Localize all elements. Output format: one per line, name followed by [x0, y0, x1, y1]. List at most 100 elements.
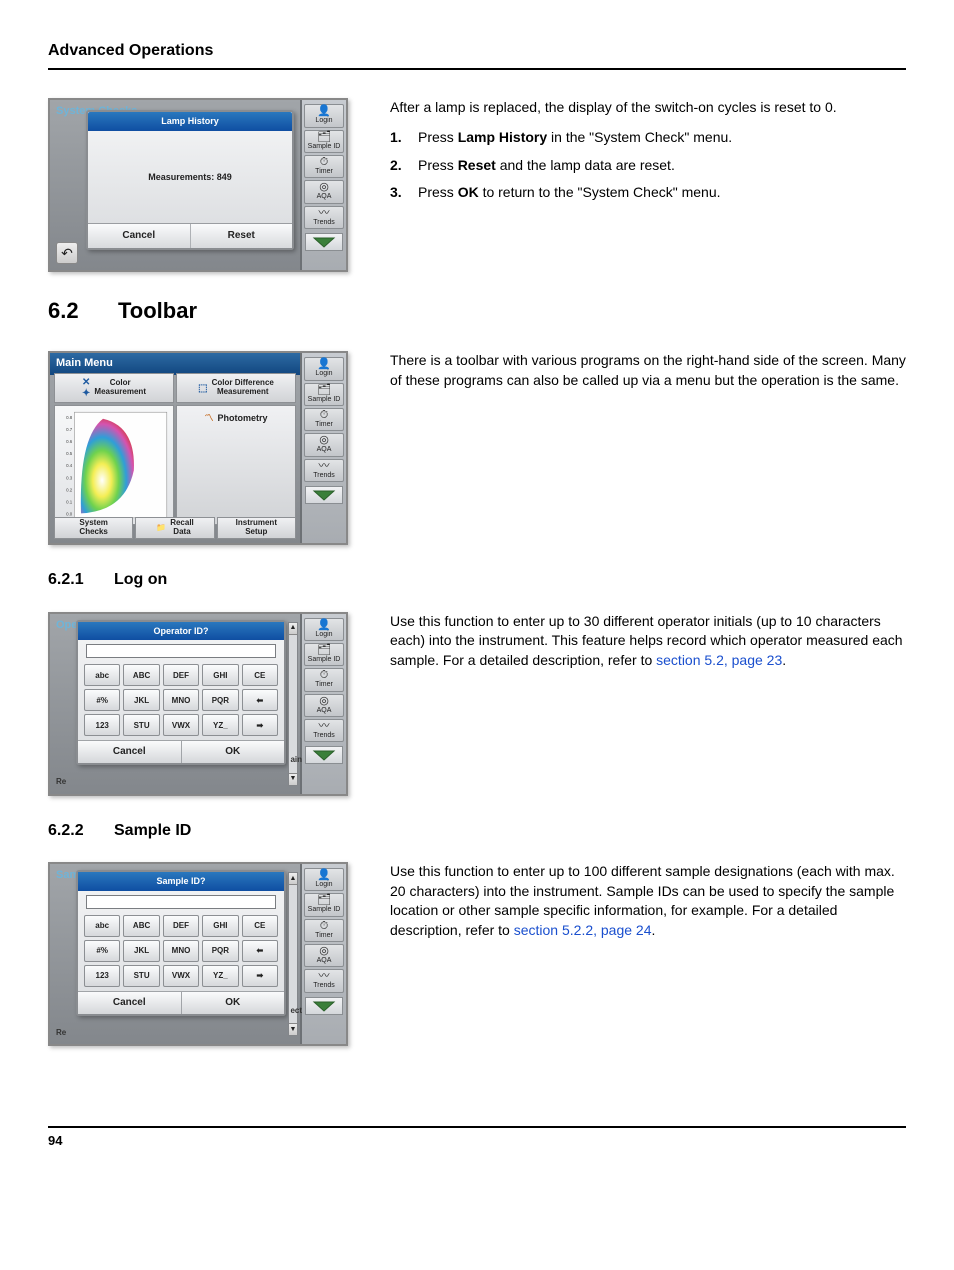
toolbar-aqa[interactable]: ◎AQA	[304, 433, 344, 456]
lamp-panel-title: Lamp History	[88, 112, 292, 131]
lamp-step: 3.Press OK to return to the "System Chec…	[390, 183, 906, 203]
toolbar-sample-id[interactable]: 🗂Sample ID	[304, 383, 344, 406]
toolbar-aqa[interactable]: ◎AQA	[304, 180, 344, 203]
key-symsym[interactable]: #%	[84, 940, 120, 962]
scroll-up-icon[interactable]: ▲	[289, 623, 297, 635]
operator-id-screenshot: Operator ID Operator ID? abcABCDEFGHICE#…	[48, 612, 348, 796]
toolbar-login[interactable]: 👤Login	[304, 618, 344, 641]
key-sym[interactable]: ⬅	[242, 940, 278, 962]
toolbar-down-arrow[interactable]	[305, 486, 343, 504]
lamp-reset-button[interactable]: Reset	[191, 224, 293, 248]
lamp-history-panel: Lamp History Measurements: 849 Cancel Re…	[86, 110, 294, 250]
back-icon[interactable]: ↶	[56, 242, 78, 264]
scroll-down-icon[interactable]: ▼	[289, 1023, 297, 1035]
key-CE[interactable]: CE	[242, 915, 278, 937]
key-YZ_[interactable]: YZ_	[202, 714, 238, 736]
key-GHI[interactable]: GHI	[202, 915, 238, 937]
sample-ok-button[interactable]: OK	[182, 992, 285, 1014]
subsection-logon-heading: 6.2.1Log on	[48, 569, 906, 591]
color-diff-label: Color Difference Measurement	[212, 379, 274, 397]
toolbar-aqa[interactable]: ◎AQA	[304, 694, 344, 717]
key-CE[interactable]: CE	[242, 664, 278, 686]
toolbar-trends[interactable]: 〰Trends	[304, 969, 344, 992]
sampleid-row: Sample ID Sample ID? abcABCDEFGHICE#%JKL…	[48, 862, 906, 1046]
sampleid-link[interactable]: section 5.2.2, page 24	[514, 922, 652, 938]
scroll-up-icon[interactable]: ▲	[289, 873, 297, 885]
key-DEF[interactable]: DEF	[163, 915, 199, 937]
operator-cancel-button[interactable]: Cancel	[78, 741, 182, 763]
key-sym[interactable]: ➡	[242, 965, 278, 987]
recall-data-tile[interactable]: 📁Recall Data	[135, 517, 214, 539]
system-checks-tile[interactable]: System Checks	[54, 517, 133, 539]
sample-corner: Re	[56, 1027, 66, 1038]
key-DEF[interactable]: DEF	[163, 664, 199, 686]
key-PQR[interactable]: PQR	[202, 689, 238, 711]
key-ABC[interactable]: ABC	[123, 915, 159, 937]
mainmenu-screenshot: Main Menu ✕✦ Color Measurement ⬚ Color D…	[48, 351, 348, 545]
key-sym[interactable]: ⬅	[242, 689, 278, 711]
key-YZ_[interactable]: YZ_	[202, 965, 238, 987]
lamp-cancel-button[interactable]: Cancel	[88, 224, 191, 248]
toolbar-timer[interactable]: ⏱Timer	[304, 408, 344, 431]
toolbar-timer[interactable]: ⏱Timer	[304, 668, 344, 691]
svg-text:0.6: 0.6	[66, 439, 73, 444]
key-GHI[interactable]: GHI	[202, 664, 238, 686]
key-ABC[interactable]: ABC	[123, 664, 159, 686]
toolbar-down-arrow[interactable]	[305, 997, 343, 1015]
key-STU[interactable]: STU	[123, 965, 159, 987]
sample-input[interactable]	[86, 895, 276, 909]
toolbar-timer[interactable]: ⏱Timer	[304, 919, 344, 942]
key-PQR[interactable]: PQR	[202, 940, 238, 962]
svg-text:0.0: 0.0	[66, 512, 73, 517]
section-toolbar-heading: 6.2Toolbar	[48, 296, 906, 327]
key-symsym[interactable]: #%	[84, 689, 120, 711]
color-measurement-tile[interactable]: ✕✦ Color Measurement	[54, 373, 174, 403]
operator-corner: Re	[56, 776, 66, 787]
toolbar-sample-id[interactable]: 🗂Sample ID	[304, 643, 344, 666]
toolbar-down-arrow[interactable]	[305, 233, 343, 251]
sampleid-title: Sample ID	[114, 822, 191, 839]
toolbar-login[interactable]: 👤Login	[304, 104, 344, 127]
key-abc[interactable]: abc	[84, 664, 120, 686]
lamp-steps-list: 1.Press Lamp History in the "System Chec…	[390, 128, 906, 203]
key-JKL[interactable]: JKL	[123, 689, 159, 711]
toolbar-down-arrow[interactable]	[305, 746, 343, 764]
key-sym[interactable]: ➡	[242, 714, 278, 736]
mainmenu-title: Main Menu	[50, 353, 300, 374]
sample-panel-title: Sample ID?	[78, 872, 284, 891]
toolbar-sample-id[interactable]: 🗂Sample ID	[304, 130, 344, 153]
color-diff-tile[interactable]: ⬚ Color Difference Measurement	[176, 373, 296, 403]
toolbar-trends[interactable]: 〰Trends	[304, 459, 344, 482]
logon-link[interactable]: section 5.2, page 23	[656, 652, 782, 668]
key-123[interactable]: 123	[84, 965, 120, 987]
color-gamut-chart: 0.80.70.6 0.50.40.3 0.20.10.0	[54, 405, 174, 525]
toolbar-login[interactable]: 👤Login	[304, 357, 344, 380]
toolbar-trends[interactable]: 〰Trends	[304, 719, 344, 742]
operator-ok-button[interactable]: OK	[182, 741, 285, 763]
toolbar-sample-id[interactable]: 🗂Sample ID	[304, 893, 344, 916]
key-MNO[interactable]: MNO	[163, 940, 199, 962]
key-MNO[interactable]: MNO	[163, 689, 199, 711]
sample-cancel-button[interactable]: Cancel	[78, 992, 182, 1014]
operator-input[interactable]	[86, 644, 276, 658]
key-STU[interactable]: STU	[123, 714, 159, 736]
lamp-history-row: System Checks Lamp History Measurements:…	[48, 98, 906, 272]
logon-text: Use this function to enter up to 30 diff…	[390, 612, 906, 671]
key-123[interactable]: 123	[84, 714, 120, 736]
toolbar-aqa[interactable]: ◎AQA	[304, 944, 344, 967]
lamp-step: 1.Press Lamp History in the "System Chec…	[390, 128, 906, 148]
key-abc[interactable]: abc	[84, 915, 120, 937]
page-number: 94	[48, 1133, 62, 1148]
toolbar-trends[interactable]: 〰Trends	[304, 206, 344, 229]
toolbar-timer[interactable]: ⏱Timer	[304, 155, 344, 178]
svg-text:0.1: 0.1	[66, 500, 73, 505]
scroll-down-icon[interactable]: ▼	[289, 773, 297, 785]
lamp-step: 2.Press Reset and the lamp data are rese…	[390, 156, 906, 176]
operator-panel: Operator ID? abcABCDEFGHICE#%JKLMNOPQR⬅1…	[76, 620, 286, 766]
instrument-setup-tile[interactable]: Instrument Setup	[217, 517, 296, 539]
key-VWX[interactable]: VWX	[163, 965, 199, 987]
photometry-tile[interactable]: 〽 Photometry	[176, 405, 296, 525]
key-JKL[interactable]: JKL	[123, 940, 159, 962]
key-VWX[interactable]: VWX	[163, 714, 199, 736]
toolbar-login[interactable]: 👤Login	[304, 868, 344, 891]
